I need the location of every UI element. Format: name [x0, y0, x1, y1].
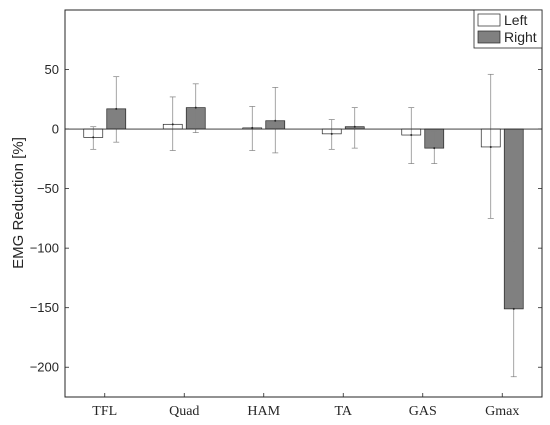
mean-marker-right-quad [194, 106, 197, 109]
mean-marker-left-ta [330, 132, 333, 135]
y-tick-label: −200 [30, 360, 59, 375]
mean-marker-left-quad [171, 123, 174, 126]
error-bars-layer [90, 73, 517, 378]
x-tick-label-ham: HAM [247, 404, 280, 419]
legend-swatch-right [477, 30, 501, 44]
legend-label-left: Left [504, 12, 527, 28]
x-axis-ticks: TFL Quad HAM TA GAS Gmax [92, 393, 519, 419]
x-tick-label-ta: TA [334, 404, 352, 419]
x-tick-label-gas: GAS [409, 404, 437, 419]
x-tick-label-tfl: TFL [92, 404, 117, 419]
y-tick-label: 50 [45, 62, 59, 77]
x-tick-label-gmax: Gmax [485, 404, 519, 419]
y-tick-label: 0 [52, 122, 59, 137]
mean-marker-left-gmax [489, 145, 492, 148]
error-bar-right-ta [351, 107, 358, 149]
mean-marker-right-ham [274, 119, 277, 122]
mean-marker-left-ham [251, 126, 254, 129]
y-tick-label: −150 [30, 300, 59, 315]
y-axis-label: EMG Reduction [%] [10, 137, 27, 269]
mean-marker-left-gas [410, 134, 413, 137]
mean-marker-right-ta [353, 125, 356, 128]
mean-marker-right-tfl [115, 107, 118, 110]
plot-area [65, 10, 542, 397]
mean-marker-left-tfl [92, 136, 95, 139]
legend-label-right: Right [504, 29, 537, 45]
y-axis-ticks: 50 0 −50 −100 −150 −200 [30, 62, 542, 375]
mean-marker-right-gas [433, 147, 436, 150]
x-tick-label-quad: Quad [169, 404, 199, 419]
legend-swatch-left [477, 13, 501, 27]
y-tick-label: −100 [30, 241, 59, 256]
y-tick-label: −50 [37, 181, 59, 196]
mean-marker-right-gmax [512, 307, 515, 310]
plot-frame [64, 9, 543, 398]
